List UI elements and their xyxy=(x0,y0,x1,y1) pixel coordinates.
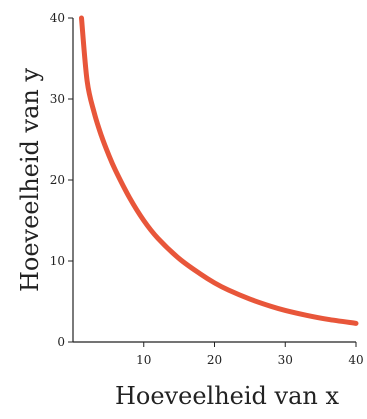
y-axis-title: Hoeveelheid van y xyxy=(16,68,44,293)
y-ticks: 0 10 20 30 40 xyxy=(50,11,73,349)
y-tick-label: 30 xyxy=(50,92,65,106)
x-tick-label: 40 xyxy=(348,353,363,367)
y-tick-label: 0 xyxy=(57,335,65,349)
y-tick-label: 20 xyxy=(50,173,65,187)
x-tick-label: 30 xyxy=(278,353,293,367)
y-tick-label: 40 xyxy=(50,11,65,25)
axes xyxy=(72,18,356,343)
x-tick-label: 10 xyxy=(136,353,151,367)
x-tick-label: 20 xyxy=(207,353,222,367)
y-tick-label: 10 xyxy=(50,254,65,268)
x-ticks: 10 20 30 40 xyxy=(136,342,364,367)
series-line xyxy=(78,15,359,326)
series-layer xyxy=(78,15,359,326)
x-axis-title: Hoeveelheid van x xyxy=(115,382,340,410)
